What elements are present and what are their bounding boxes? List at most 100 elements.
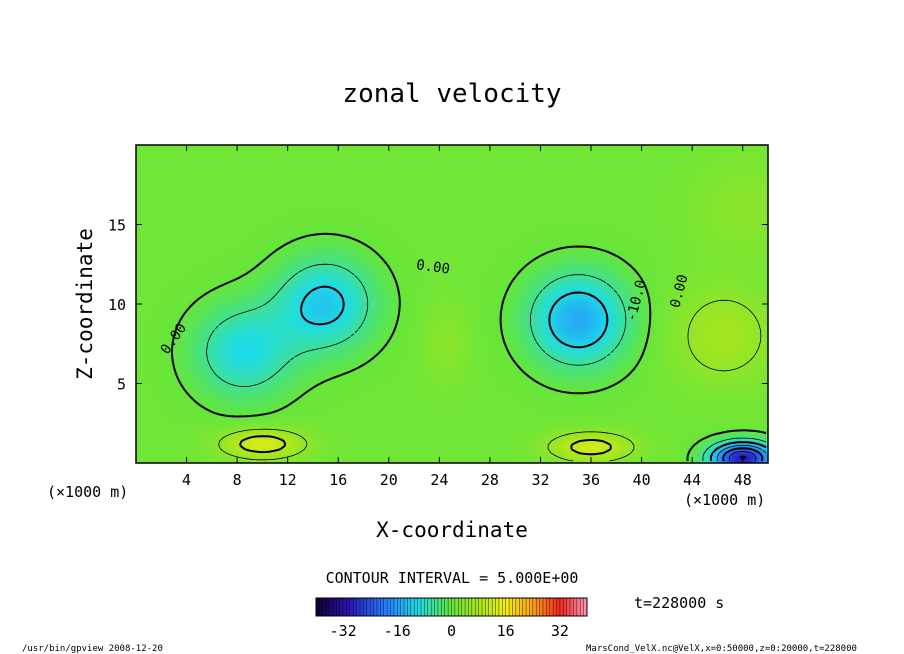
colorbar-swatch [529, 598, 534, 616]
colorbar-swatch [360, 598, 364, 616]
footer-left: /usr/bin/gpview 2008-12-20 [22, 644, 163, 654]
colorbar-swatch [458, 598, 462, 616]
colorbar-swatch [404, 598, 408, 616]
colorbar-swatch [431, 598, 435, 616]
footer-right: MarsCond_VelX.nc@VelX,x=0:50000,z=0:2000… [586, 644, 857, 654]
velocity-field [136, 145, 768, 463]
colorbar-swatch [322, 598, 327, 616]
colorbar-swatch [566, 598, 571, 616]
colorbar-swatch [339, 598, 344, 616]
contour-level-line [206, 263, 767, 462]
contour-label: 0.00 [415, 257, 451, 278]
colorbar-swatch [441, 598, 446, 616]
y-tick-label: 5 [117, 376, 126, 394]
colorbar-swatch [454, 598, 459, 616]
colorbar-swatch [434, 598, 439, 616]
contour-level-line [739, 455, 747, 460]
contour-level-line [218, 299, 762, 462]
colorbar-swatch [390, 598, 395, 616]
colorbar-swatch [414, 598, 418, 616]
colorbar-tick-label: -16 [384, 622, 411, 640]
colorbar-swatch [542, 598, 547, 616]
colorbar-swatch [376, 598, 381, 616]
colorbar-swatch [421, 598, 425, 616]
colorbar-swatch [329, 598, 334, 616]
x-axis-ticks: 4 8 12 16 20 24 28 32 36 40 44 48 [182, 145, 752, 489]
colorbar-swatch [546, 598, 551, 616]
colorbar-swatch [576, 598, 581, 616]
colorbar-swatch [465, 598, 469, 616]
colorbar-swatch [485, 598, 490, 616]
chart-title: zonal velocity [342, 79, 561, 109]
colorbar-swatch [366, 598, 371, 616]
colorbar-swatch [400, 598, 405, 616]
colorbar-swatch [451, 598, 456, 616]
colorbar-swatch [488, 598, 493, 616]
colorbar-swatch [468, 598, 473, 616]
colorbar-swatch [363, 598, 368, 616]
colorbar-swatch [407, 598, 412, 616]
x-tick-label: 12 [279, 471, 297, 489]
colorbar-tick-label: 16 [497, 622, 515, 640]
colorbar-swatch [522, 598, 527, 616]
colorbar-swatch [526, 598, 530, 616]
y-tick-label: 10 [108, 296, 126, 314]
x-unit-right: (×1000 m) [684, 491, 765, 509]
colorbar-tick-label: -32 [330, 622, 357, 640]
contour-level-line [728, 451, 757, 462]
colorbar-swatch [549, 598, 554, 616]
colorbar-tick-label: 32 [551, 622, 569, 640]
colorbar-swatch [410, 598, 415, 616]
colorbar-swatch [536, 598, 540, 616]
colorbar-swatch [580, 598, 584, 616]
colorbar-swatch [461, 598, 466, 616]
colorbar-swatch [570, 598, 574, 616]
x-unit-left: (×1000 m) [47, 483, 128, 501]
x-tick-label: 44 [683, 471, 701, 489]
colorbar-swatch [424, 598, 429, 616]
plot-area [136, 145, 768, 463]
x-tick-label: 48 [734, 471, 752, 489]
colorbar-swatch [417, 598, 422, 616]
x-tick-label: 28 [481, 471, 499, 489]
colorbar-swatch [346, 598, 351, 616]
x-tick-label: 32 [531, 471, 549, 489]
contour-level-line [171, 232, 767, 462]
colorbar-swatch [370, 598, 374, 616]
x-tick-label: 4 [182, 471, 191, 489]
colorbar-swatch [515, 598, 520, 616]
colorbar-swatch [539, 598, 544, 616]
colorbar-swatch [498, 598, 503, 616]
contour-lines [171, 232, 767, 462]
colorbar-tick-label: 0 [447, 622, 456, 640]
colorbar-swatch [427, 598, 432, 616]
y-axis-label: Z-coordinate [73, 228, 97, 380]
colorbar-swatch [326, 598, 330, 616]
colorbar-swatch [383, 598, 388, 616]
contour-level-line [238, 435, 612, 456]
colorbar-swatch [519, 598, 523, 616]
colorbar-frame [315, 597, 588, 617]
colorbar-swatch [509, 598, 513, 616]
time-label: t=228000 s [634, 594, 724, 612]
x-tick-label: 40 [633, 471, 651, 489]
colorbar-swatch [573, 598, 578, 616]
colorbar-swatch [319, 598, 324, 616]
colorbar-swatch [316, 598, 320, 616]
y-axis-ticks: 5 10 15 [108, 217, 768, 394]
colorbar-swatch [471, 598, 476, 616]
colorbar-ticks: -32 -16 0 16 32 [330, 622, 569, 640]
colorbar [315, 598, 588, 616]
colorbar-swatch [380, 598, 385, 616]
contour-level-line [722, 447, 764, 462]
colorbar-swatch [343, 598, 347, 616]
colorbar-swatch [336, 598, 341, 616]
colorbar-swatch [356, 598, 361, 616]
contour-interval-text: CONTOUR INTERVAL = 5.000E+00 [326, 569, 579, 587]
colorbar-swatch [478, 598, 483, 616]
colorbar-swatch [373, 598, 378, 616]
colorbar-swatch [505, 598, 510, 616]
x-tick-label: 16 [329, 471, 347, 489]
x-tick-label: 8 [233, 471, 242, 489]
